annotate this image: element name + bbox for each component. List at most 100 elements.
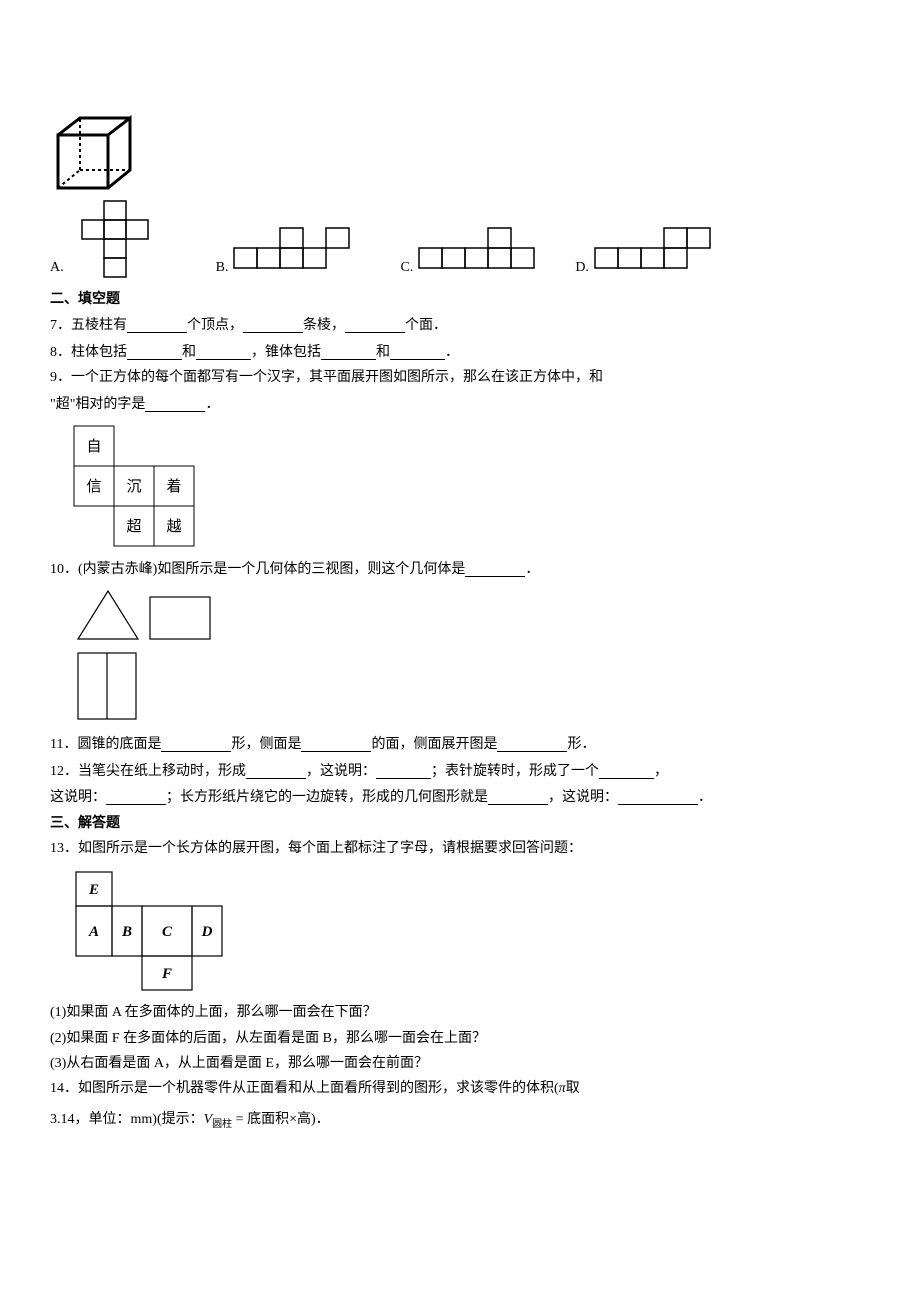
V-symbol: V <box>204 1112 213 1127</box>
q12-l1b: ，这说明： <box>306 764 376 779</box>
q7-t2: 个顶点， <box>187 318 243 333</box>
blank <box>246 764 306 779</box>
q8-t2: 和 <box>182 345 196 360</box>
option-C: C. <box>400 224 545 279</box>
section2-heading: 二、填空题 <box>50 289 870 311</box>
svg-text:超: 超 <box>126 518 141 535</box>
option-D: D. <box>575 224 721 279</box>
net-A <box>66 199 186 279</box>
q13-stem: 13．如图所示是一个长方体的展开图，每个面上都标注了字母，请根据要求回答问题： <box>50 838 870 860</box>
q10: 10．(内蒙古赤峰)如图所示是一个几何体的三视图，则这个几何体是 ． <box>50 558 870 581</box>
q12-l2d: ． <box>698 790 712 805</box>
option-label: C. <box>400 257 413 279</box>
q14-t1b: 取 <box>566 1081 580 1096</box>
blank <box>301 737 371 752</box>
q7-t1: 7．五棱柱有 <box>50 318 127 333</box>
option-B: B. <box>216 224 371 279</box>
svg-text:E: E <box>88 882 99 898</box>
q14-eq: = 底面积×高)． <box>232 1112 329 1127</box>
q9-line2: "超"相对的字是 ． <box>50 393 870 416</box>
q9-figure: 自信 沉 着超 越 <box>70 422 870 552</box>
q14-t2a: 3.14，单位：mm)(提示： <box>50 1112 204 1127</box>
q11-t4: 形． <box>567 737 595 752</box>
svg-text:越: 越 <box>166 518 181 535</box>
q12-l1a: 12．当笔尖在纸上移动时，形成 <box>50 764 246 779</box>
option-label: D. <box>575 257 589 279</box>
page-content: A. B. <box>0 0 920 1186</box>
blank <box>106 790 166 805</box>
q14-line1: 14．如图所示是一个机器零件从正面看和从上面看所得到的图形，求该零件的体积(π取 <box>50 1078 870 1100</box>
svg-text:B: B <box>121 924 132 940</box>
section3-heading: 三、解答题 <box>50 813 870 835</box>
net-D <box>591 224 721 279</box>
q12-l1d: ， <box>654 764 668 779</box>
q9-l2b: ． <box>205 397 219 412</box>
blank <box>161 737 231 752</box>
blank <box>465 562 525 577</box>
blank <box>497 737 567 752</box>
blank <box>390 345 445 360</box>
q8-t3: ，锥体包括 <box>251 345 321 360</box>
q9-line1: 9．一个正方体的每个面都写有一个汉字，其平面展开图如图所示，那么在该正方体中，和 <box>50 367 870 389</box>
blank <box>321 345 376 360</box>
q14-line2: 3.14，单位：mm)(提示：V圆柱 = 底面积×高)． <box>50 1109 870 1133</box>
q7: 7．五棱柱有 个顶点， 条棱， 个面． <box>50 314 870 337</box>
blank <box>618 790 698 805</box>
q12-l2c: ，这说明： <box>548 790 618 805</box>
q11: 11．圆锥的底面是 形，侧面是 的面，侧面展开图是 形． <box>50 733 870 756</box>
blank <box>127 345 182 360</box>
q7-t4: 个面． <box>405 318 447 333</box>
q6-options-row: A. B. <box>50 199 870 279</box>
blank <box>243 318 303 333</box>
q7-t3: 条棱， <box>303 318 345 333</box>
q9-l2a: "超"相对的字是 <box>50 397 145 412</box>
q10-suf: ． <box>525 562 539 577</box>
q6-stem-figure <box>50 110 870 195</box>
q11-t1: 11．圆锥的底面是 <box>50 737 161 752</box>
option-A: A. <box>50 199 186 279</box>
blank <box>127 318 187 333</box>
q8-t4: 和 <box>376 345 390 360</box>
net-B <box>230 224 370 279</box>
svg-text:A: A <box>88 924 99 940</box>
q12-line2: 这说明： ；长方形纸片绕它的一边旋转，形成的几何图形就是 ，这说明： ． <box>50 786 870 809</box>
q8-t5: ． <box>445 345 459 360</box>
option-label: A. <box>50 257 64 279</box>
q11-t2: 形，侧面是 <box>231 737 301 752</box>
q11-t3: 的面，侧面展开图是 <box>371 737 497 752</box>
q13-figure: E A B C D F <box>70 866 870 996</box>
q14-t1: 14．如图所示是一个机器零件从正面看和从上面看所得到的图形，求该零件的体积( <box>50 1081 559 1096</box>
q10-figure <box>70 587 870 727</box>
blank <box>376 764 431 779</box>
q12-line1: 12．当笔尖在纸上移动时，形成 ，这说明： ；表针旋转时，形成了一个 ， <box>50 760 870 783</box>
q8: 8．柱体包括 和 ，锥体包括 和 ． <box>50 341 870 364</box>
q8-t1: 8．柱体包括 <box>50 345 127 360</box>
blank <box>345 318 405 333</box>
q12-l2b: ；长方形纸片绕它的一边旋转，形成的几何图形就是 <box>166 790 488 805</box>
net-C <box>415 224 545 279</box>
q13-sub3: (3)从右面看是面 A，从上面看是面 E，那么哪一面会在前面？ <box>50 1053 870 1075</box>
svg-text:着: 着 <box>166 478 181 495</box>
q13-sub2: (2)如果面 F 在多面体的后面，从左面看是面 B，那么哪一面会在上面？ <box>50 1028 870 1050</box>
option-label: B. <box>216 257 229 279</box>
svg-text:信: 信 <box>86 478 101 495</box>
net-chinese: 自信 沉 着超 越 <box>70 422 210 552</box>
q12-l1c: ；表针旋转时，形成了一个 <box>431 764 599 779</box>
svg-text:D: D <box>201 924 213 940</box>
V-sub: 圆柱 <box>212 1119 232 1130</box>
q13-sub1: (1)如果面 A 在多面体的上面，那么哪一面会在下面？ <box>50 1002 870 1024</box>
cuboid-oblique <box>50 110 140 195</box>
q10-text: 10．(内蒙古赤峰)如图所示是一个几何体的三视图，则这个几何体是 <box>50 562 465 577</box>
svg-text:C: C <box>162 924 173 940</box>
blank <box>488 790 548 805</box>
three-views <box>70 587 220 727</box>
blank <box>599 764 654 779</box>
blank <box>196 345 251 360</box>
blank <box>145 397 205 412</box>
svg-text:自: 自 <box>86 438 101 455</box>
q12-l2a: 这说明： <box>50 790 106 805</box>
cuboid-net-labels: E A B C D F <box>70 866 230 996</box>
svg-text:沉: 沉 <box>126 478 141 495</box>
pi-symbol: π <box>559 1081 566 1096</box>
svg-text:F: F <box>161 966 172 982</box>
